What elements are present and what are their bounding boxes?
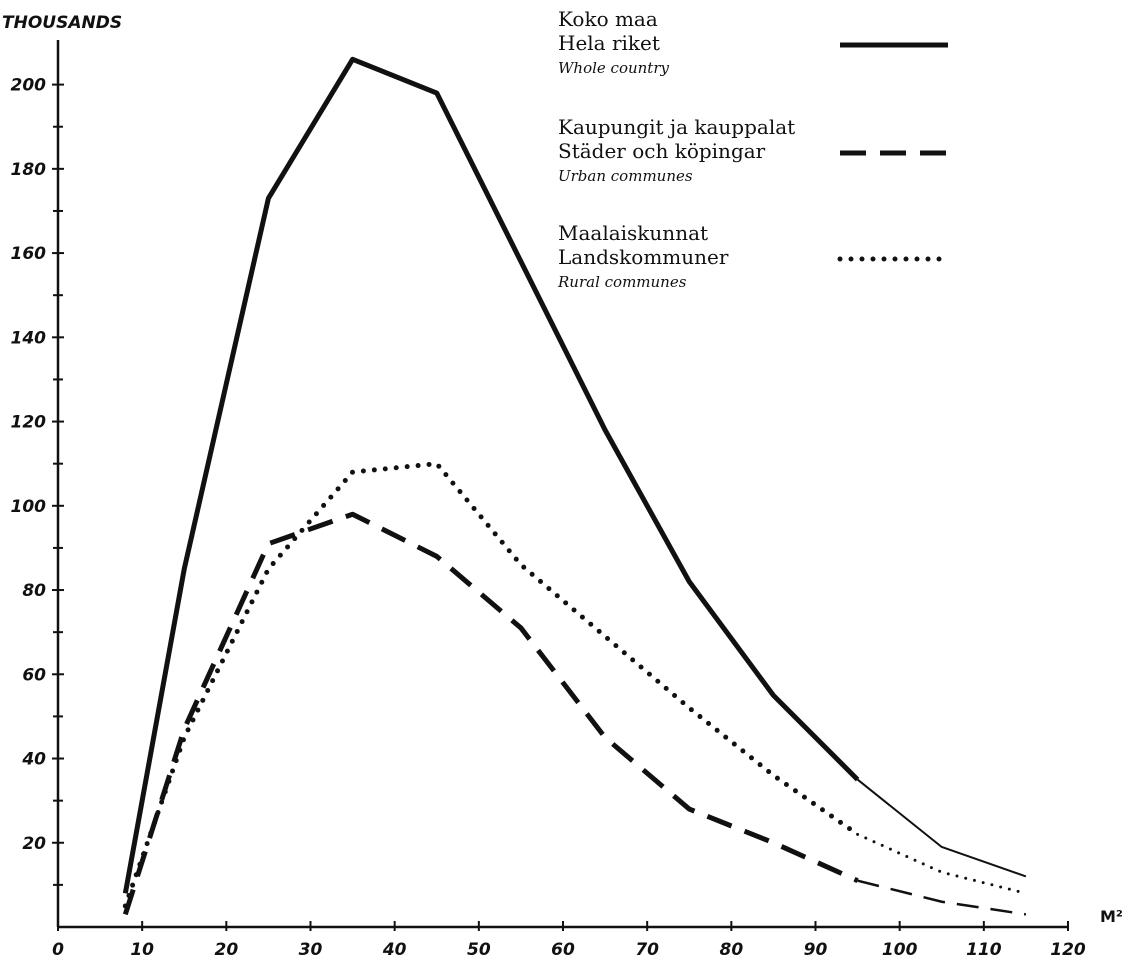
- legend-label-fi: Maalaiskunnat: [558, 221, 708, 245]
- series-solid: [122, 56, 1027, 894]
- y-tick-label: 100: [11, 497, 47, 517]
- y-tick-label: 140: [11, 328, 47, 348]
- y-tick-label: 60: [22, 665, 46, 685]
- series-dotted: [122, 461, 1028, 909]
- y-tick-label: 40: [21, 750, 46, 770]
- x-tick-label: 120: [1050, 940, 1086, 960]
- legend-label-fi: Kaupungit ja kauppalat: [558, 115, 795, 139]
- y-tick-label: 80: [22, 581, 46, 601]
- y-tick-label: 200: [11, 76, 47, 96]
- y-tick-label: 160: [11, 244, 47, 264]
- x-tick-label: 90: [804, 940, 828, 960]
- y-tick-label: 120: [11, 413, 47, 433]
- x-axis-label: M²: [1100, 907, 1123, 926]
- x-tick-label: 110: [966, 940, 1002, 960]
- legend-label-sv: Städer och köpingar: [558, 139, 766, 163]
- legend-label-en: Urban communes: [558, 167, 693, 185]
- series-line-tail: [856, 832, 1028, 895]
- x-tick-label: 20: [214, 940, 238, 960]
- x-tick-label: 0: [52, 940, 64, 960]
- legend-label-en: Whole country: [558, 59, 670, 77]
- legend-label-en: Rural communes: [557, 273, 687, 291]
- x-tick-label: 40: [382, 940, 407, 960]
- axes: 20 40 60 80 100 120 140 160 180 200 0 10 20 30 40 50 60 7…: [11, 40, 1086, 960]
- x-tick-label: 70: [635, 940, 659, 960]
- series-line: [122, 511, 859, 916]
- x-tick-label: 100: [882, 940, 918, 960]
- y-tick-label: 20: [22, 834, 46, 854]
- y-tick-label: 180: [11, 160, 47, 180]
- x-tick-label: 50: [467, 940, 491, 960]
- y-axis-label: THOUSANDS: [2, 13, 122, 33]
- series-line: [122, 56, 860, 894]
- x-tick-label: 30: [299, 940, 323, 960]
- series-line-tail: [856, 778, 1027, 878]
- legend-label-fi: Koko maa: [558, 7, 658, 31]
- x-tick-label: 60: [551, 940, 575, 960]
- series-line: [122, 461, 861, 909]
- legend-label-sv: Landskommuner: [558, 245, 729, 269]
- x-tick-label: 80: [719, 940, 743, 960]
- x-tick-label: 10: [130, 940, 154, 960]
- legend-label-sv: Hela riket: [558, 31, 660, 55]
- series-layer: [122, 56, 1028, 916]
- series-dashed: [122, 511, 1027, 916]
